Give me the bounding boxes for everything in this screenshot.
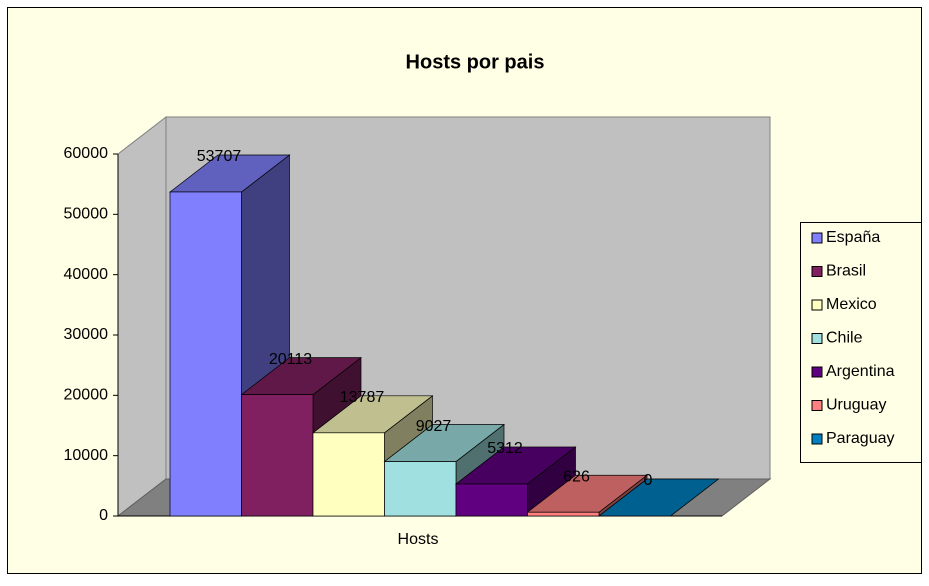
bar [455, 483, 528, 517]
data-label: 626 [563, 468, 590, 485]
legend-label: Paraguay [826, 430, 895, 447]
y-tick-label: 40000 [64, 266, 109, 283]
legend-swatch [811, 400, 823, 411]
bar [241, 394, 314, 517]
legend-label: Uruguay [826, 397, 886, 414]
side-wall [117, 115, 167, 518]
chart-title: Hosts por pais [406, 51, 545, 73]
bar [384, 461, 457, 517]
legend-label: Argentina [826, 363, 895, 380]
y-tick-label: 50000 [64, 206, 109, 223]
data-label: 0 [644, 472, 653, 489]
bar-top [597, 478, 720, 517]
legend-swatch [811, 366, 823, 378]
y-tick-label: 10000 [64, 447, 109, 464]
legend-label: Brasil [826, 263, 866, 280]
bar [169, 191, 242, 517]
data-label: 13787 [340, 389, 385, 406]
legend-swatch [811, 232, 823, 244]
data-label: 5312 [487, 440, 523, 457]
legend-swatch [811, 266, 823, 277]
legend-label: España [826, 229, 880, 246]
data-label: 53707 [197, 148, 242, 165]
legend-swatch [811, 333, 823, 344]
data-label: 9027 [416, 418, 452, 435]
x-tick-label: Hosts [398, 531, 439, 548]
bar [312, 432, 385, 517]
y-tick-label: 20000 [64, 387, 109, 404]
data-label: 20113 [269, 351, 312, 368]
legend-swatch [811, 299, 823, 311]
legend-label: Mexico [826, 296, 877, 313]
legend-label: Chile [826, 330, 863, 347]
y-tick-label: 30000 [64, 326, 109, 343]
y-tick-label: 0 [99, 507, 108, 524]
bar [527, 511, 600, 517]
y-tick-label: 60000 [64, 145, 109, 162]
legend-swatch [811, 433, 823, 445]
